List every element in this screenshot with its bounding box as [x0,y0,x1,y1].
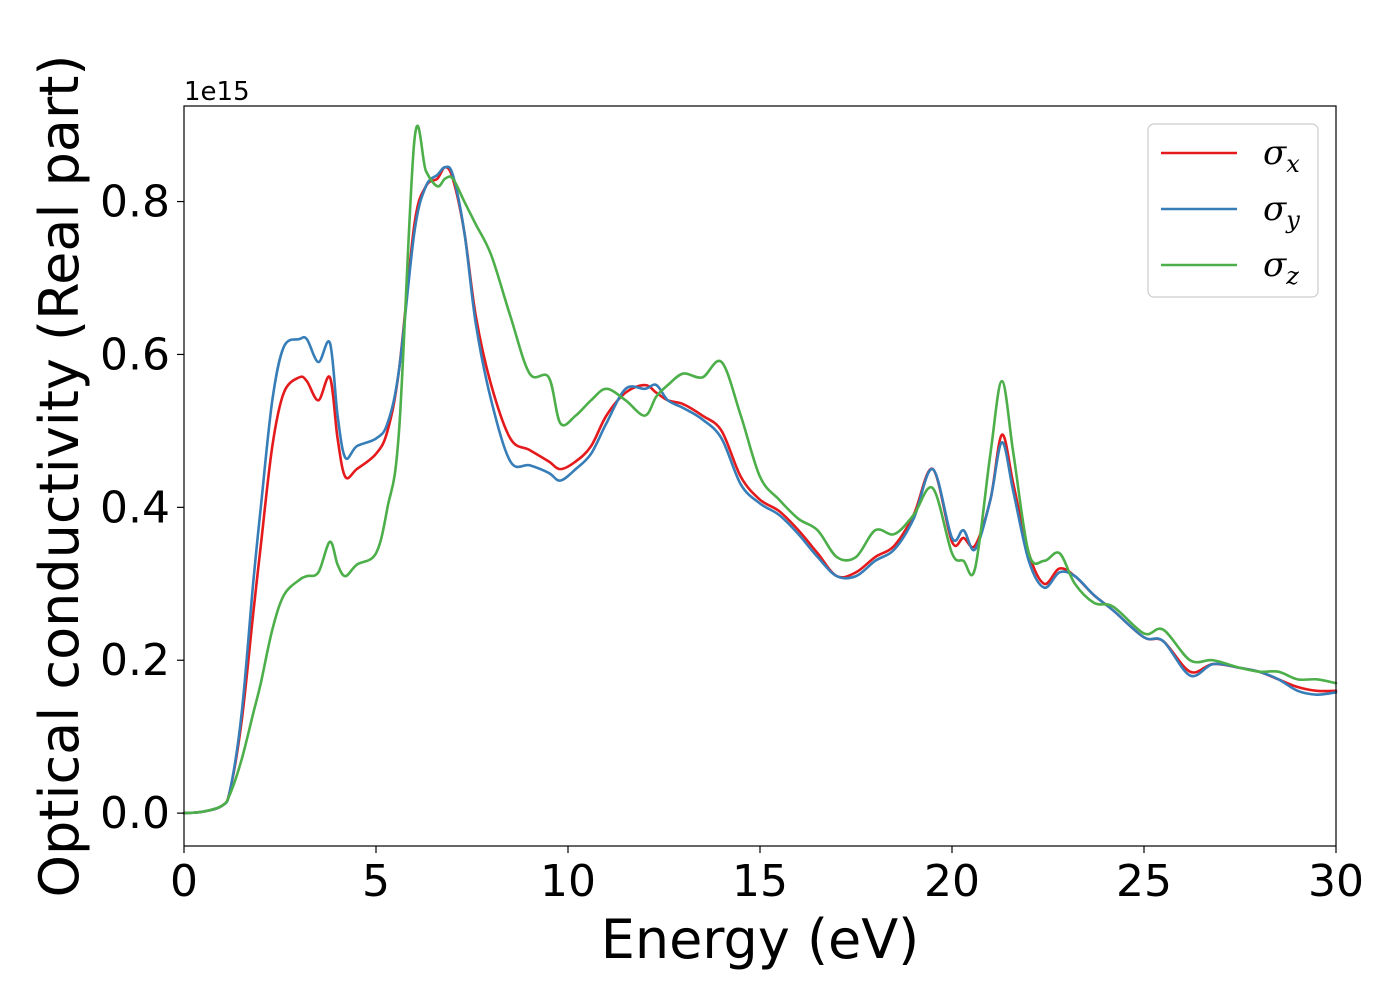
x-tick-label: 5 [362,856,390,907]
legend-symbol: σ [1263,189,1287,229]
y-offset-label: 1e15 [184,77,250,107]
y-tick-label: 0.2 [100,635,170,686]
y-tick-label: 0.8 [100,177,170,228]
x-tick-label: 30 [1308,856,1364,907]
x-tick-label: 0 [170,856,198,907]
legend-symbol: σ [1263,133,1287,173]
x-axis-ticks: 0 5 10 15 20 25 30 [170,846,1364,907]
y-tick-label: 0.4 [100,482,170,533]
x-axis-label: Energy (eV) [601,908,920,971]
x-tick-label: 15 [732,856,788,907]
series-line-z [182,124,1338,815]
x-tick-label: 25 [1116,856,1172,907]
y-tick-label: 0.6 [100,329,170,380]
x-tick-label: 20 [924,856,980,907]
series-line-y [182,165,1338,815]
y-tick-label: 0.0 [100,788,170,839]
series-layer [182,124,1338,815]
y-axis-label: Optical conductivity (Real part) [28,55,91,898]
y-axis-ticks: 0.0 0.2 0.4 0.6 0.8 [100,177,184,839]
legend-subscript: y [1285,206,1300,234]
legend-box [1147,123,1319,298]
legend-subscript: z [1285,262,1299,290]
legend-label-z: σz [1263,245,1299,290]
legend-symbol: σ [1263,245,1287,285]
legend-label-x: σx [1263,133,1300,178]
legend-subscript: x [1286,150,1300,178]
x-tick-label: 10 [540,856,596,907]
legend-label-y: σy [1263,189,1300,234]
